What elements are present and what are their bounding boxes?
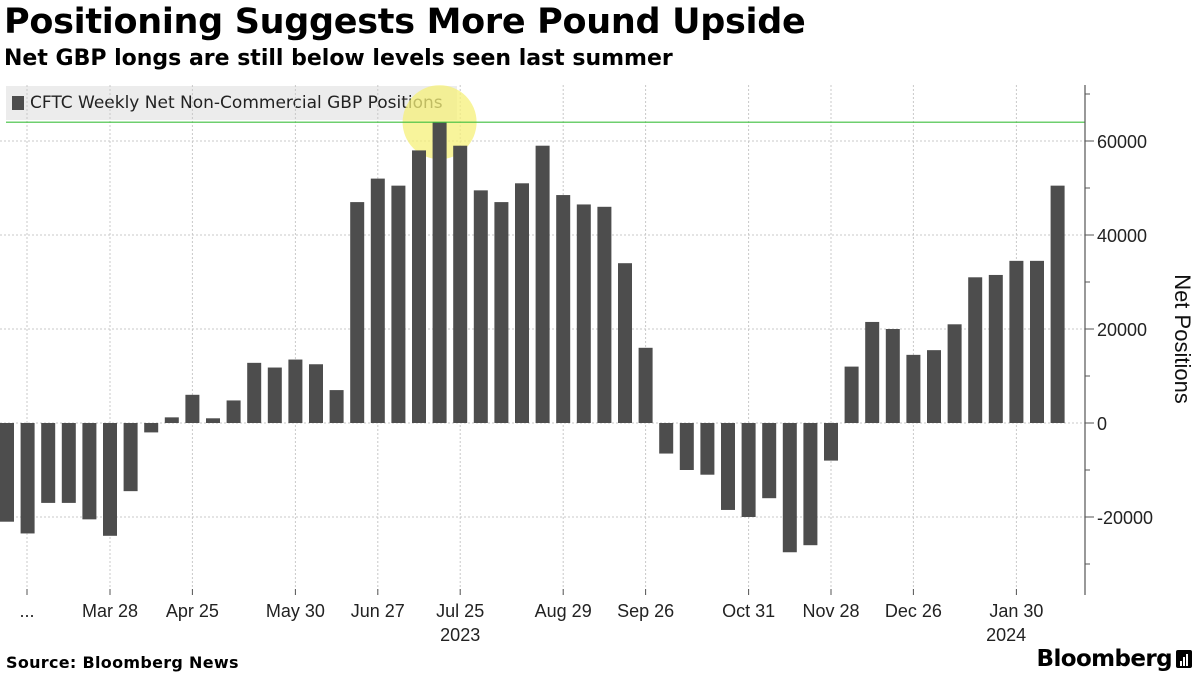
x-year-label: 2023 — [440, 625, 480, 645]
bar-45 — [927, 350, 941, 423]
x-tick-label: Jan 30 — [989, 601, 1043, 621]
bar-chart-icon — [1176, 650, 1192, 668]
x-tick-label: Apr 25 — [166, 601, 219, 621]
x-year-label: 2024 — [986, 625, 1026, 645]
x-tick-label: Mar 28 — [82, 601, 138, 621]
legend-swatch — [12, 96, 24, 110]
y-tick-label: -20000 — [1097, 508, 1153, 528]
y-axis-title: Net Positions — [1170, 274, 1195, 404]
x-tick-label: Sep 26 — [617, 601, 674, 621]
bar-29 — [597, 206, 612, 423]
bar-24 — [494, 202, 509, 423]
bar-44 — [906, 354, 921, 423]
bar-43 — [885, 329, 900, 423]
bar-36 — [741, 423, 756, 517]
bar-35 — [721, 423, 735, 510]
bar-13 — [267, 367, 282, 423]
bar-31 — [638, 347, 653, 423]
bar-11 — [226, 400, 241, 423]
bar-22 — [453, 145, 468, 423]
bar-17 — [350, 202, 365, 423]
bar-21 — [432, 122, 447, 423]
bar-23 — [473, 190, 488, 423]
bar-15 — [309, 364, 323, 423]
bar-8 — [164, 417, 179, 423]
bar-20 — [412, 150, 426, 423]
bar-40 — [824, 423, 838, 461]
bar-16 — [329, 390, 344, 423]
bar-14 — [288, 359, 303, 423]
x-tick-label: ... — [19, 601, 34, 621]
bar-42 — [865, 321, 880, 423]
x-tick-label: Jun 27 — [351, 601, 405, 621]
bar-26 — [535, 145, 550, 423]
chart-title: Positioning Suggests More Pound Upside — [4, 2, 806, 42]
bar-19 — [391, 185, 406, 423]
brand-name: Bloomberg — [1036, 646, 1173, 672]
x-tick-label: Jul 25 — [436, 601, 484, 621]
x-tick-label: Dec 26 — [885, 601, 942, 621]
bar-47 — [968, 277, 983, 423]
y-tick-label: 0 — [1097, 414, 1107, 434]
legend-label: CFTC Weekly Net Non-Commercial GBP Posit… — [30, 93, 443, 113]
bar-27 — [556, 195, 571, 423]
bar-5 — [103, 423, 117, 536]
bar-28 — [576, 204, 591, 423]
bar-46 — [947, 324, 962, 423]
x-tick-label: May 30 — [266, 601, 325, 621]
bar-41 — [844, 366, 859, 423]
bar-32 — [659, 423, 674, 454]
y-tick-label: 40000 — [1097, 226, 1147, 246]
bar-1 — [20, 423, 35, 534]
legend: CFTC Weekly Net Non-Commercial GBP Posit… — [6, 86, 457, 120]
bar-0 — [0, 423, 14, 522]
bar-9 — [185, 394, 200, 423]
bar-12 — [247, 362, 262, 423]
source-note: Source: Bloomberg News — [6, 653, 239, 672]
y-tick-label: 20000 — [1097, 320, 1147, 340]
x-tick-label: Nov 28 — [802, 601, 859, 621]
bar-33 — [679, 423, 694, 470]
bar-34 — [700, 423, 715, 475]
x-tick-label: Aug 29 — [535, 601, 592, 621]
bar-4 — [82, 423, 97, 520]
bar-49 — [1009, 260, 1024, 423]
bar-25 — [515, 183, 529, 423]
x-tick-label: Oct 31 — [722, 601, 775, 621]
bar-18 — [370, 178, 385, 423]
bar-38 — [782, 423, 797, 553]
bar-2 — [41, 423, 56, 503]
y-tick-label: 60000 — [1097, 132, 1147, 152]
bar-7 — [144, 423, 159, 433]
bar-6 — [123, 423, 138, 492]
bar-51 — [1050, 185, 1065, 423]
bar-50 — [1030, 260, 1044, 423]
bar-39 — [803, 423, 818, 546]
bar-48 — [988, 274, 1003, 423]
bar-37 — [762, 423, 777, 499]
bar-3 — [61, 423, 76, 503]
bar-30 — [618, 263, 632, 423]
brand-logo: Bloomberg — [1037, 646, 1192, 672]
chart-subtitle: Net GBP longs are still below levels see… — [4, 46, 673, 71]
bar-10 — [206, 418, 220, 423]
